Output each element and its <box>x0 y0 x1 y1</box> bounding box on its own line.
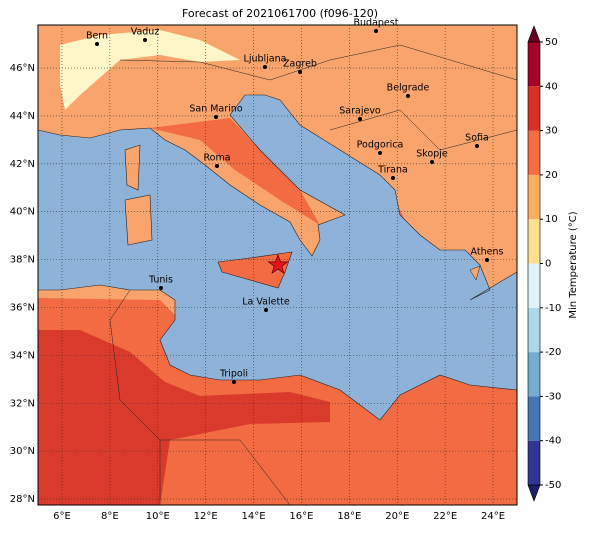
city-label: Tripoli <box>219 369 248 380</box>
corsica <box>124 144 141 191</box>
y-tick-label: 36°N <box>10 302 35 313</box>
city-label: Tirana <box>377 165 408 176</box>
city-label: Skopje <box>416 149 448 160</box>
city-marker <box>378 151 382 155</box>
city-marker <box>214 115 218 119</box>
colorbar-tick-label: 50 <box>545 37 558 48</box>
colorbar-tick-label: -20 <box>545 347 561 358</box>
colorbar-tick-label: -50 <box>545 480 561 491</box>
city-marker <box>263 65 267 69</box>
colorbar-band <box>528 42 540 87</box>
city-marker <box>143 38 147 42</box>
city-label: Belgrade <box>387 83 430 94</box>
x-tick-label: 18°E <box>337 511 361 522</box>
city-marker <box>374 29 378 33</box>
italy-warm <box>150 118 320 225</box>
city-marker <box>215 164 219 168</box>
colorbar-over <box>527 25 541 43</box>
colorbar-band <box>528 307 540 353</box>
y-tick-label: 28°N <box>10 494 35 505</box>
colorbar-band <box>528 440 540 485</box>
city-marker <box>475 144 479 148</box>
city-label: Tunis <box>148 275 173 286</box>
colorbar-tick-label: -40 <box>545 436 561 447</box>
colorbar-label: Min Temperature (°C) <box>568 211 579 318</box>
y-tick-label: 30°N <box>10 446 35 457</box>
border <box>160 439 291 506</box>
border <box>329 109 518 151</box>
city-marker <box>264 308 268 312</box>
colorbar-tick-label: 40 <box>545 81 558 92</box>
city-label: Podgorica <box>357 140 404 151</box>
y-tick-label: 34°N <box>10 350 35 361</box>
map-title: Forecast of 2021061700 (f096-120) <box>182 7 378 20</box>
city-marker <box>485 258 489 262</box>
x-tick-label: 20°E <box>385 511 409 522</box>
y-tick-label: 44°N <box>10 111 35 122</box>
city-label: Sarajevo <box>339 106 381 117</box>
alps-cool <box>60 30 240 110</box>
africa-hot <box>38 330 330 505</box>
y-tick-label: 42°N <box>10 159 35 170</box>
city-label: Sofia <box>465 133 489 144</box>
y-tick-label: 40°N <box>10 207 35 218</box>
city-label: Zagreb <box>283 59 317 70</box>
colorbar-tick-label: -30 <box>545 391 561 402</box>
x-tick-label: 12°E <box>194 511 218 522</box>
colorbar-tick-label: 10 <box>545 214 558 225</box>
colorbar-band <box>528 86 540 131</box>
city-label: La Valette <box>242 297 290 308</box>
map-frame <box>37 24 518 506</box>
colorbar-tick-label: 20 <box>545 170 558 181</box>
city-label: Budapest <box>354 18 399 29</box>
city-label: Ljubljana <box>244 54 287 65</box>
x-tick-label: 24°E <box>481 511 505 522</box>
city-label: Roma <box>203 153 230 164</box>
x-tick-label: 10°E <box>146 511 170 522</box>
colorbar-band <box>528 219 540 264</box>
city-marker <box>232 380 236 384</box>
star-marker <box>267 253 289 275</box>
border <box>109 289 161 505</box>
city-marker <box>95 42 99 46</box>
city-marker <box>358 117 362 121</box>
colorbar-band <box>528 352 540 397</box>
colorbar-under <box>527 484 541 502</box>
city-marker <box>430 160 434 164</box>
colorbar-tick-label: 30 <box>545 126 558 137</box>
map-area <box>37 25 518 506</box>
colorbar-band <box>528 174 540 220</box>
x-tick-label: 14°E <box>242 511 266 522</box>
colorbar-tick-label: 0 <box>545 259 551 270</box>
x-tick-label: 6°E <box>53 511 71 522</box>
city-marker <box>406 94 410 98</box>
city-label: San Marino <box>189 104 242 115</box>
island <box>469 265 481 281</box>
sicily <box>217 251 293 289</box>
sardinia <box>124 194 153 246</box>
x-tick-label: 8°E <box>101 511 119 522</box>
colorbar-band <box>528 130 540 175</box>
city-label: Bern <box>86 31 108 42</box>
city-marker <box>391 176 395 180</box>
city-marker <box>298 70 302 74</box>
colorbar-band <box>528 396 540 441</box>
city-label: Vaduz <box>131 27 160 38</box>
y-tick-label: 46°N <box>10 63 35 74</box>
x-tick-label: 16°E <box>289 511 313 522</box>
x-tick-label: 22°E <box>433 511 457 522</box>
y-tick-label: 38°N <box>10 255 35 266</box>
y-tick-label: 32°N <box>10 398 35 409</box>
city-label: Athens <box>471 247 504 258</box>
city-marker <box>159 286 163 290</box>
colorbar-tick-label: -10 <box>545 303 561 314</box>
colorbar-band <box>528 263 540 308</box>
